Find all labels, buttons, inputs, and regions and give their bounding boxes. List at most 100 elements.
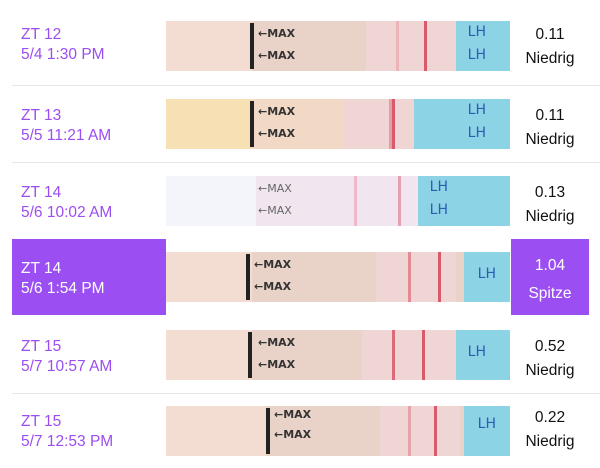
row-label: ZT 15 5/7 10:57 AM	[21, 337, 166, 377]
strip-handle	[166, 330, 252, 380]
max-label: ←MAX	[258, 49, 296, 62]
strip-handle	[166, 176, 256, 226]
max-label: ←MAX	[258, 27, 296, 40]
row-value: 0.11 Niedrig	[511, 25, 589, 69]
strip-handle	[166, 406, 266, 456]
test-datetime: 5/4 1:30 PM	[21, 46, 105, 63]
brand-lh-text: LH	[429, 202, 448, 218]
test-datetime: 5/6 10:02 AM	[21, 204, 113, 221]
row-label: ZT 14 5/6 10:02 AM	[21, 183, 166, 223]
strip-max-bar	[250, 101, 254, 147]
test-line	[408, 406, 411, 456]
row-value: 1.04 Spitze	[511, 256, 589, 304]
row-divider	[12, 162, 600, 163]
max-label: ←MAX	[274, 408, 312, 421]
test-datetime: 5/6 1:54 PM	[21, 280, 105, 297]
brand-lh-text: LH	[429, 179, 448, 195]
brand-area	[418, 176, 510, 226]
cycle-day: ZT 14	[21, 260, 62, 277]
result-window	[380, 406, 460, 456]
cycle-day: ZT 12	[21, 26, 62, 43]
test-datetime: 5/5 11:21 AM	[21, 127, 112, 144]
row-divider	[12, 85, 600, 86]
strip-handle	[166, 252, 252, 302]
strip-handle	[166, 99, 252, 149]
control-line	[424, 21, 427, 71]
row-label: ZT 15 5/7 12:53 PM	[21, 412, 166, 452]
lh-value: 1.04	[534, 257, 566, 274]
test-line	[408, 252, 411, 302]
row-value: 0.22 Niedrig	[511, 408, 589, 452]
brand-lh-text: LH	[467, 125, 486, 141]
brand-lh-text: LH	[467, 24, 486, 40]
max-label: ←MAX	[258, 182, 292, 195]
brand-area	[414, 99, 510, 149]
test-result-row[interactable]: ZT 14 5/6 10:02 AM ←MAX ←MAX LH LH 0.13 …	[0, 163, 600, 239]
max-label: ←MAX	[258, 336, 296, 349]
control-line	[438, 252, 441, 302]
max-label: ←MAX	[254, 280, 292, 293]
max-label: ←MAX	[258, 204, 292, 217]
lh-value: 0.13	[534, 184, 566, 201]
row-divider	[12, 393, 600, 394]
lh-level: Niedrig	[525, 208, 575, 225]
cycle-day: ZT 14	[21, 184, 62, 201]
test-line	[392, 330, 395, 380]
test-strip-image: ←MAX ←MAX LH	[166, 252, 510, 302]
cycle-day: ZT 13	[21, 107, 62, 124]
max-label: ←MAX	[258, 105, 296, 118]
test-result-row[interactable]: ZT 13 5/5 11:21 AM ←MAX ←MAX LH LH 0.11 …	[0, 86, 600, 162]
max-label: ←MAX	[254, 258, 292, 271]
result-window	[366, 21, 456, 71]
lh-value: 0.11	[535, 26, 565, 43]
lh-value: 0.22	[534, 409, 566, 426]
control-line	[434, 406, 437, 456]
brand-area	[464, 406, 510, 456]
result-window	[376, 252, 456, 302]
test-datetime: 5/7 10:57 AM	[21, 358, 113, 375]
max-label: ←MAX	[258, 127, 296, 140]
test-strip-image: ←MAX ←MAX LH LH	[166, 21, 510, 71]
max-label: ←MAX	[274, 428, 312, 441]
cycle-day: ZT 15	[21, 338, 62, 355]
test-line	[389, 99, 392, 149]
selection-highlight	[12, 239, 166, 315]
row-label: ZT 14 5/6 1:54 PM	[21, 259, 166, 299]
row-value: 0.52 Niedrig	[511, 337, 589, 381]
test-strip-image: ←MAX ←MAX LH LH	[166, 99, 510, 149]
row-value: 0.11 Niedrig	[511, 106, 589, 150]
test-result-row[interactable]: ZT 15 5/7 10:57 AM ←MAX ←MAX LH 0.52 Nie…	[0, 317, 600, 393]
row-label: ZT 12 5/4 1:30 PM	[21, 25, 166, 65]
max-label: ←MAX	[258, 358, 296, 371]
test-strip-image: ←MAX ←MAX LH	[166, 330, 510, 380]
test-datetime: 5/7 12:53 PM	[21, 433, 114, 450]
lh-value: 0.11	[535, 107, 565, 124]
strip-max-bar	[246, 254, 250, 300]
test-result-row[interactable]: ZT 15 5/7 12:53 PM ←MAX ←MAX LH 0.22 Nie…	[0, 394, 600, 468]
lh-level: Niedrig	[525, 433, 575, 450]
brand-lh-text: LH	[467, 47, 486, 63]
selection-highlight	[511, 239, 589, 315]
brand-lh-text: LH	[467, 102, 486, 118]
brand-area	[456, 330, 510, 380]
lh-level: Niedrig	[525, 131, 575, 148]
test-strip-image: ←MAX ←MAX LH LH	[166, 176, 510, 226]
test-line	[396, 21, 399, 71]
lh-level: Spitze	[528, 285, 572, 302]
row-value: 0.13 Niedrig	[511, 183, 589, 227]
test-result-row-selected[interactable]: ZT 14 5/6 1:54 PM ←MAX ←MAX LH 1.04 Spit…	[0, 239, 600, 315]
strip-max-bar	[248, 332, 252, 378]
row-label: ZT 13 5/5 11:21 AM	[21, 106, 166, 146]
lh-level: Niedrig	[525, 362, 575, 379]
result-window	[362, 330, 458, 380]
control-line	[422, 330, 425, 380]
control-line	[392, 99, 395, 149]
brand-area	[464, 252, 510, 302]
test-strip-image: ←MAX ←MAX LH	[166, 406, 510, 456]
test-line	[354, 176, 357, 226]
brand-area	[456, 21, 510, 71]
strip-max-bar	[250, 23, 254, 69]
lh-level: Niedrig	[525, 50, 575, 67]
brand-lh-text: LH	[477, 416, 496, 432]
test-result-row[interactable]: ZT 12 5/4 1:30 PM ←MAX ←MAX LH LH 0.11 N…	[0, 5, 600, 81]
